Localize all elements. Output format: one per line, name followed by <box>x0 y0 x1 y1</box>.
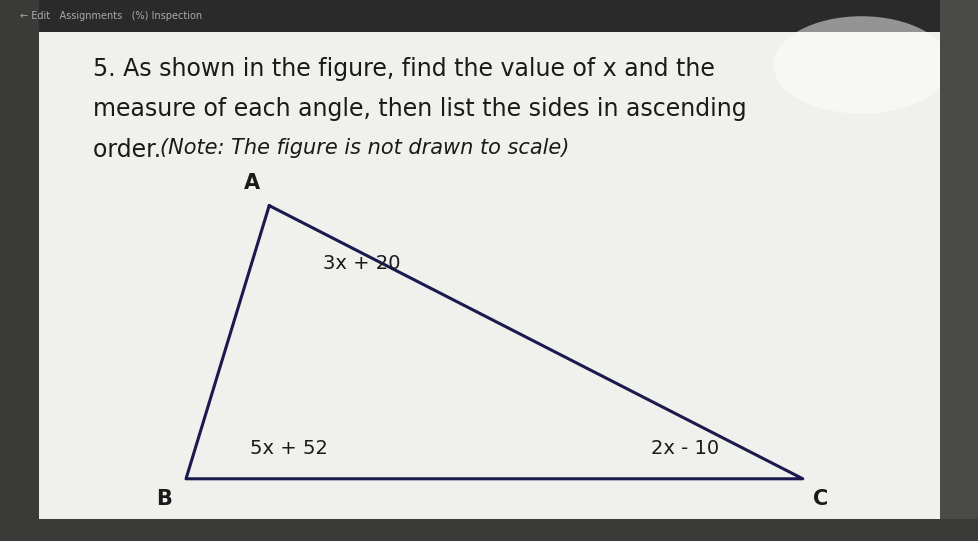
Text: C: C <box>812 490 827 509</box>
Text: ← Edit   Assignments   (%) Inspection: ← Edit Assignments (%) Inspection <box>20 11 201 21</box>
Bar <box>0 519 978 541</box>
Text: 2x - 10: 2x - 10 <box>650 439 719 458</box>
Text: A: A <box>244 173 259 193</box>
Text: 5. As shown in the figure, find the value of x and the: 5. As shown in the figure, find the valu… <box>93 57 714 81</box>
Text: (Note: The figure is not drawn to scale): (Note: The figure is not drawn to scale) <box>159 138 568 158</box>
Text: 5x + 52: 5x + 52 <box>249 439 328 458</box>
Bar <box>0 0 39 541</box>
Text: B: B <box>156 490 172 509</box>
Bar <box>939 0 978 541</box>
Text: measure of each angle, then list the sides in ascending: measure of each angle, then list the sid… <box>93 97 746 121</box>
Bar <box>0 0 978 32</box>
Ellipse shape <box>773 16 949 114</box>
FancyBboxPatch shape <box>39 22 939 519</box>
Text: 3x + 20: 3x + 20 <box>323 254 400 273</box>
Text: order.: order. <box>93 138 168 162</box>
